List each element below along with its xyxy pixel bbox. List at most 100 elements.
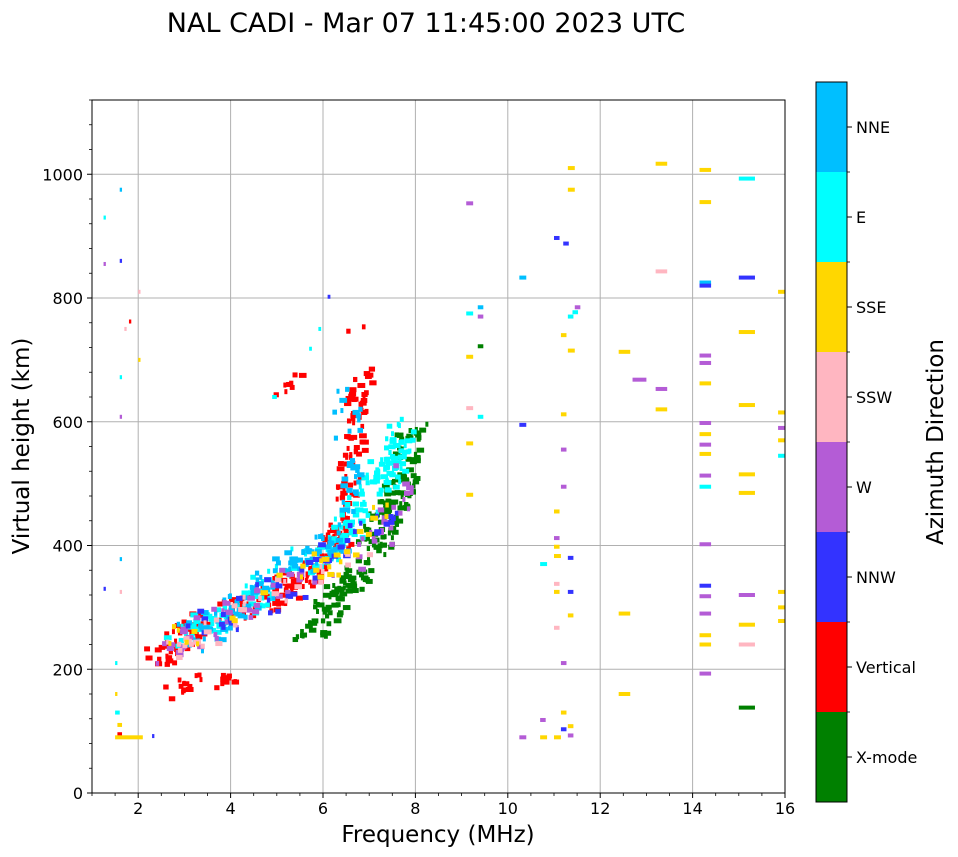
echo-point bbox=[400, 494, 404, 500]
echo-point bbox=[344, 538, 351, 544]
echo-point bbox=[365, 512, 371, 518]
echo-point bbox=[195, 641, 200, 647]
echo-segment bbox=[138, 289, 141, 294]
echo-point bbox=[282, 570, 287, 576]
echo-point bbox=[392, 519, 398, 525]
echo-point bbox=[353, 449, 359, 455]
echo-point bbox=[358, 484, 362, 490]
echo-point bbox=[271, 595, 276, 601]
echo-segment bbox=[272, 395, 277, 399]
echo-point bbox=[364, 536, 368, 542]
echo-point bbox=[245, 607, 253, 613]
echo-point bbox=[380, 457, 384, 463]
echo-segment bbox=[567, 314, 574, 319]
echo-point bbox=[308, 620, 312, 626]
echo-point bbox=[339, 591, 343, 597]
echo-segment bbox=[618, 692, 631, 696]
echo-point bbox=[365, 526, 370, 532]
echo-point bbox=[390, 490, 394, 496]
echo-point bbox=[383, 510, 392, 516]
echo-segment bbox=[699, 167, 712, 172]
echo-segment bbox=[554, 235, 560, 240]
echo-point bbox=[352, 409, 360, 415]
echo-point bbox=[364, 408, 369, 414]
echo-point bbox=[272, 568, 278, 574]
echo-point bbox=[242, 604, 248, 610]
echo-point bbox=[362, 508, 368, 514]
echo-point bbox=[402, 468, 410, 474]
echo-point bbox=[333, 552, 341, 558]
echo-segment bbox=[778, 425, 785, 430]
echo-point bbox=[336, 466, 345, 472]
echo-point bbox=[374, 529, 382, 535]
echo-point bbox=[396, 432, 404, 438]
echo-point bbox=[248, 614, 254, 620]
echo-segment bbox=[115, 661, 118, 666]
echo-point bbox=[267, 568, 271, 574]
echo-point bbox=[375, 509, 380, 515]
echo-segment bbox=[560, 661, 567, 666]
echo-point bbox=[349, 458, 355, 464]
echo-point bbox=[408, 428, 413, 434]
echo-point bbox=[231, 603, 238, 609]
echo-point bbox=[401, 449, 408, 455]
echo-point bbox=[296, 577, 302, 583]
echo-point bbox=[366, 546, 371, 552]
echo-point bbox=[340, 408, 344, 414]
echo-point bbox=[272, 556, 280, 562]
echo-point bbox=[351, 575, 357, 581]
echo-point bbox=[406, 433, 413, 439]
echo-point bbox=[336, 596, 340, 602]
y-tick-label: 600 bbox=[52, 413, 83, 432]
echo-point bbox=[395, 477, 400, 483]
echo-point bbox=[383, 552, 387, 558]
echo-point bbox=[304, 578, 308, 584]
echo-point bbox=[194, 619, 201, 625]
echo-point bbox=[352, 512, 360, 518]
echo-point bbox=[324, 607, 328, 613]
echo-point bbox=[342, 507, 351, 513]
echo-point bbox=[164, 631, 170, 637]
echo-point bbox=[412, 479, 420, 485]
echo-point bbox=[258, 596, 262, 602]
echo-point bbox=[290, 578, 295, 584]
echo-point bbox=[391, 465, 398, 471]
echo-point bbox=[166, 656, 172, 662]
echo-point bbox=[358, 401, 364, 407]
echo-point bbox=[388, 450, 392, 456]
echo-point bbox=[411, 458, 416, 464]
echo-point bbox=[250, 591, 254, 597]
echo-point bbox=[352, 529, 358, 535]
grid-lines bbox=[92, 100, 785, 793]
echo-point bbox=[312, 579, 318, 585]
colorbar-segment bbox=[816, 352, 847, 442]
echo-point bbox=[188, 641, 194, 647]
echo-segment bbox=[699, 633, 712, 638]
echo-point bbox=[339, 512, 345, 518]
echo-point bbox=[404, 438, 413, 444]
echo-point bbox=[168, 642, 176, 648]
echo-point bbox=[365, 480, 370, 486]
echo-point bbox=[413, 451, 418, 457]
echo-point bbox=[364, 373, 372, 379]
echo-point bbox=[397, 505, 405, 511]
echo-point bbox=[388, 444, 396, 450]
echo-point bbox=[317, 544, 326, 550]
colorbar-segment bbox=[816, 622, 847, 712]
echo-point bbox=[235, 599, 240, 605]
echo-point bbox=[414, 430, 420, 436]
echo-point bbox=[339, 575, 347, 581]
echo-point bbox=[345, 551, 351, 557]
echo-point bbox=[351, 508, 356, 514]
echo-segment bbox=[778, 589, 785, 594]
echo-point bbox=[249, 584, 253, 590]
echo-point bbox=[163, 684, 169, 690]
y-tick-label: 1000 bbox=[42, 165, 83, 184]
echo-point bbox=[344, 502, 351, 508]
echo-point bbox=[265, 602, 270, 608]
echo-point bbox=[292, 637, 299, 643]
echo-point bbox=[235, 627, 239, 633]
echo-segment bbox=[119, 187, 123, 192]
echo-point bbox=[306, 549, 315, 555]
echo-point bbox=[324, 613, 330, 619]
